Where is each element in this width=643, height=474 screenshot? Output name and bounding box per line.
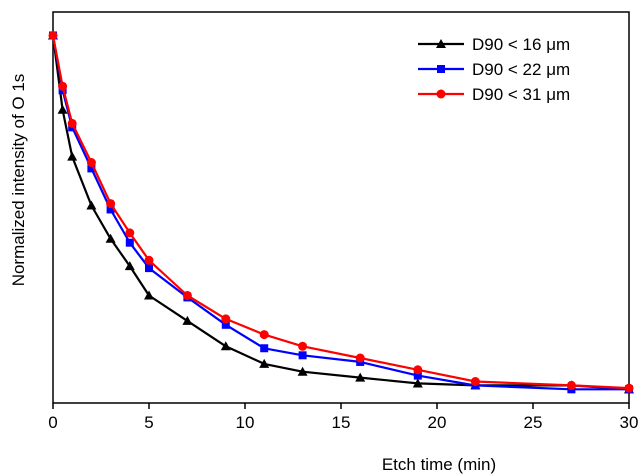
data-point [106, 199, 116, 209]
data-point [105, 233, 116, 243]
legend-marker [437, 65, 445, 73]
data-point [259, 358, 270, 368]
data-point [125, 228, 135, 238]
data-point [412, 378, 423, 388]
data-point [145, 264, 153, 273]
legend-marker [436, 39, 446, 48]
data-point [86, 200, 97, 210]
series-line [51, 35, 630, 391]
data-point [182, 315, 193, 325]
series-line [51, 35, 630, 390]
x-tick-label: 15 [332, 413, 351, 432]
data-point [413, 365, 423, 375]
data-point [86, 158, 96, 168]
data-point [48, 30, 58, 40]
x-tick-label: 20 [428, 413, 447, 432]
legend-item: D90 < 16 μm [418, 35, 570, 54]
data-point [125, 238, 134, 247]
legend-item: D90 < 22 μm [418, 60, 570, 79]
data-point [297, 366, 308, 376]
data-point [298, 351, 307, 360]
x-tick-label: 5 [144, 413, 153, 432]
legend-item: D90 < 31 μm [418, 85, 570, 104]
data-point [182, 290, 192, 300]
x-tick-label: 10 [236, 413, 255, 432]
data-point [355, 353, 365, 363]
data-point [220, 341, 231, 351]
data-point [67, 118, 77, 128]
data-point [355, 372, 366, 382]
data-point [58, 81, 68, 91]
series-line [51, 35, 629, 391]
data-point [106, 205, 115, 214]
data-point [470, 376, 480, 386]
x-tick-label: 30 [620, 413, 639, 432]
legend-label: D90 < 31 μm [472, 85, 570, 104]
data-point [624, 383, 634, 393]
data-point [221, 314, 231, 324]
data-point [259, 330, 269, 340]
data-point [144, 255, 154, 265]
data-point [566, 380, 576, 390]
data-point [144, 290, 154, 300]
data-point [57, 104, 68, 114]
data-point [87, 164, 96, 173]
data-point [413, 371, 422, 380]
x-tick-label: 25 [524, 413, 543, 432]
legend-label: D90 < 16 μm [472, 35, 570, 54]
x-axis-title: Etch time (min) [382, 455, 496, 474]
x-axis-ticks: 0 5 10 15 20 25 30 [48, 403, 638, 432]
data-point [221, 320, 230, 329]
series-layer [48, 30, 634, 394]
y-axis-title: Normalized intensity of O 1s [9, 74, 28, 287]
series-3 [48, 30, 634, 393]
data-point [298, 341, 308, 351]
data-point [124, 261, 135, 271]
x-tick-label: 0 [48, 413, 57, 432]
data-point [260, 344, 269, 353]
data-point [67, 151, 78, 161]
legend: D90 < 16 μm D90 < 22 μm D90 < 31 μm [418, 35, 570, 104]
legend-marker [436, 89, 446, 99]
legend-label: D90 < 22 μm [472, 60, 570, 79]
